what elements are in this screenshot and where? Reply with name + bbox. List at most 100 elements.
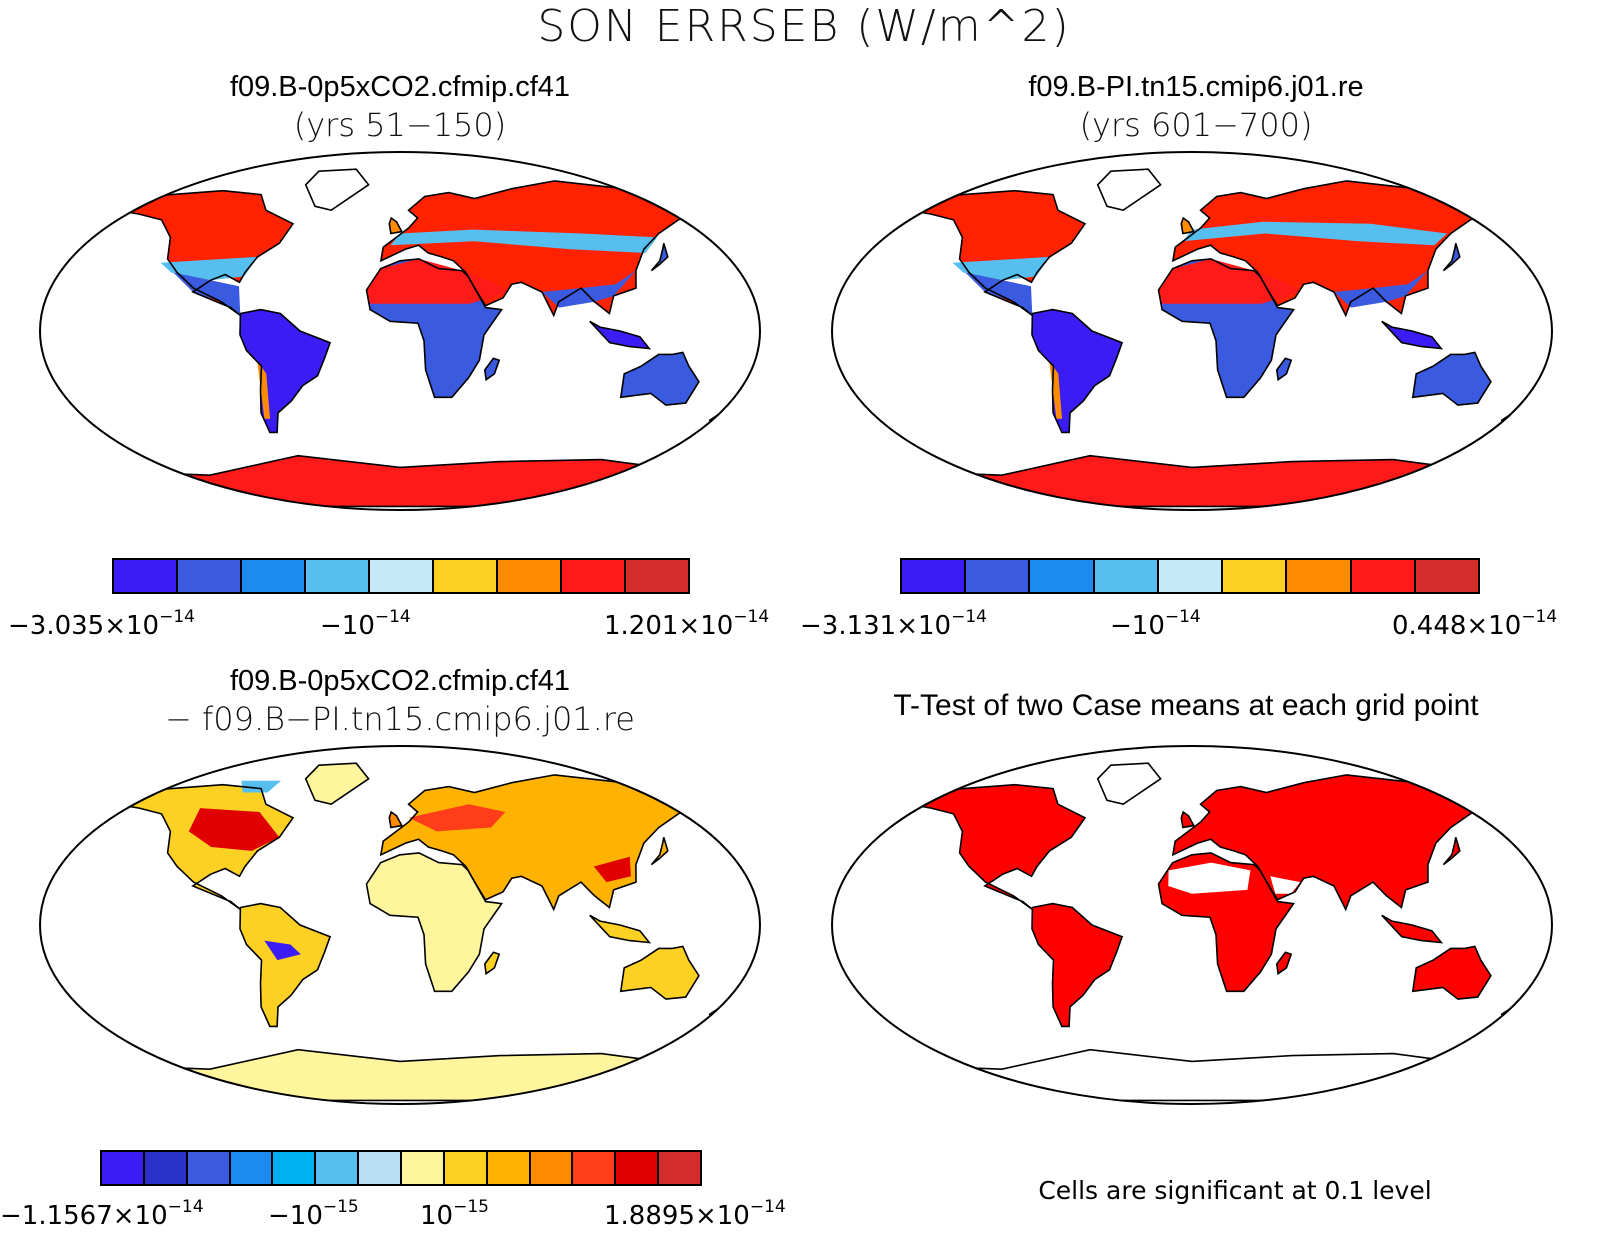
field-eurasia-band (1182, 221, 1448, 246)
land-antarctica (110, 1049, 690, 1101)
coastline-antarctica (107, 1048, 692, 1102)
colorbar-swatch (659, 1152, 701, 1184)
colorbar-swatch (1158, 560, 1224, 592)
coastline-japan (1442, 243, 1461, 272)
colorbar-swatch (444, 1152, 488, 1184)
colorbar-swatch (402, 1152, 445, 1184)
panel1-map (39, 151, 761, 511)
land-namerica (116, 190, 293, 316)
land-australia (1412, 946, 1491, 1000)
land-japan (1443, 243, 1460, 271)
coastline-greenland (304, 762, 370, 806)
coastline-madagascar (483, 357, 501, 382)
field-sahara (1158, 258, 1301, 304)
panel4-title: T-Test of two Case means at each grid po… (893, 689, 1479, 722)
coastline-namerica (906, 189, 1087, 317)
colorbar-swatch (966, 560, 1031, 592)
panel3-subtitle: − f09.B−PI.tn15.cmip6.j01.re (165, 700, 635, 738)
coastline-antarctica (899, 1048, 1484, 1102)
land-australia (620, 946, 699, 1000)
land-australia (1412, 352, 1491, 406)
land-samerica (240, 903, 331, 1027)
coastline-africa (1157, 852, 1296, 993)
field-china-red (593, 856, 631, 883)
land-namerica (908, 190, 1085, 316)
colorbar-swatch (242, 560, 306, 592)
land-greenland (305, 763, 369, 805)
land-eurasia (1172, 774, 1502, 910)
colorbar-swatch (1287, 560, 1352, 592)
coastline-uk (388, 810, 404, 829)
colorbar-swatch (230, 1152, 274, 1184)
coastline-eurasia (379, 180, 712, 318)
figure-title: SON ERRSEB (W/m^2) (537, 1, 1071, 52)
panel2-colorbar (900, 558, 1480, 594)
coastline-madagascar (1275, 951, 1293, 976)
map-border (39, 151, 761, 511)
coastline-uk (388, 216, 404, 235)
land-antarctica (110, 455, 690, 507)
field-amazon-blue (264, 940, 301, 961)
colorbar-swatch (1223, 560, 1288, 592)
coastline-indonesia (589, 914, 652, 944)
field-andes (1049, 360, 1062, 419)
colorbar-swatch (187, 1152, 231, 1184)
coastline-samerica (239, 308, 332, 434)
panel1-subtitle: (yrs 51−150) (293, 106, 507, 144)
land-eurasia (1172, 180, 1502, 316)
colorbar-swatch (530, 1152, 574, 1184)
colorbar-swatch (1351, 560, 1416, 592)
panel2-tick-min: −3.131×10−14 (800, 607, 987, 641)
colorbar-swatch (487, 1152, 531, 1184)
coastline-japan (650, 837, 669, 866)
field-na-south-band (952, 256, 1050, 281)
colorbar-swatch (902, 560, 967, 592)
land-greenland (1097, 169, 1161, 211)
field-eurasia-red (408, 804, 506, 832)
colorbar-swatch (1030, 560, 1095, 592)
colorbar-swatch (626, 560, 688, 592)
land-australia (620, 352, 699, 406)
coastline-japan (650, 243, 669, 272)
field-arctic-blue (241, 780, 282, 793)
colorbar-swatch (144, 1152, 188, 1184)
colorbar-swatch (562, 560, 626, 592)
panel4-note: Cells are significant at 0.1 level (1038, 1176, 1432, 1205)
coastline-australia (619, 351, 700, 406)
colorbar-swatch (370, 560, 434, 592)
panel3-tick-max: 1.8895×10−14 (604, 1197, 786, 1231)
colorbar-swatch (316, 1152, 360, 1184)
land-greenland (1097, 763, 1161, 805)
land-namerica (908, 784, 1085, 910)
colorbar-swatch (359, 1152, 403, 1184)
land-africa (366, 852, 502, 992)
coastline-greenland (304, 168, 370, 212)
coastline-africa (365, 852, 504, 993)
map-border (831, 745, 1553, 1105)
coastline-madagascar (1275, 357, 1293, 382)
panel1-tick-mid: −10−14 (320, 607, 411, 641)
coastline-samerica (1031, 902, 1124, 1028)
land-greenland (305, 169, 369, 211)
coastline-madagascar (483, 951, 501, 976)
coastline-africa (365, 258, 504, 399)
panel4-map (831, 745, 1553, 1105)
coastline-namerica (906, 783, 1087, 911)
land-uk (389, 218, 402, 234)
coastline-australia (619, 945, 700, 1000)
land-uk (1181, 218, 1194, 234)
coastline-antarctica (107, 454, 692, 508)
coastline-namerica (114, 189, 295, 317)
land-eurasia (380, 180, 710, 316)
land-madagascar (1276, 952, 1292, 974)
colorbar-swatch (178, 560, 242, 592)
colorbar-swatch (498, 560, 562, 592)
land-antarctica (902, 455, 1482, 507)
coastline-eurasia (1171, 180, 1504, 318)
panel3-tick-pos: 10−15 (420, 1197, 489, 1231)
coastline-indonesia (1381, 914, 1444, 944)
panel3-map (39, 745, 761, 1105)
field-arabia-nonsig (1270, 876, 1301, 894)
colorbar-swatch (1094, 560, 1159, 592)
coastline-eurasia (1171, 774, 1504, 912)
